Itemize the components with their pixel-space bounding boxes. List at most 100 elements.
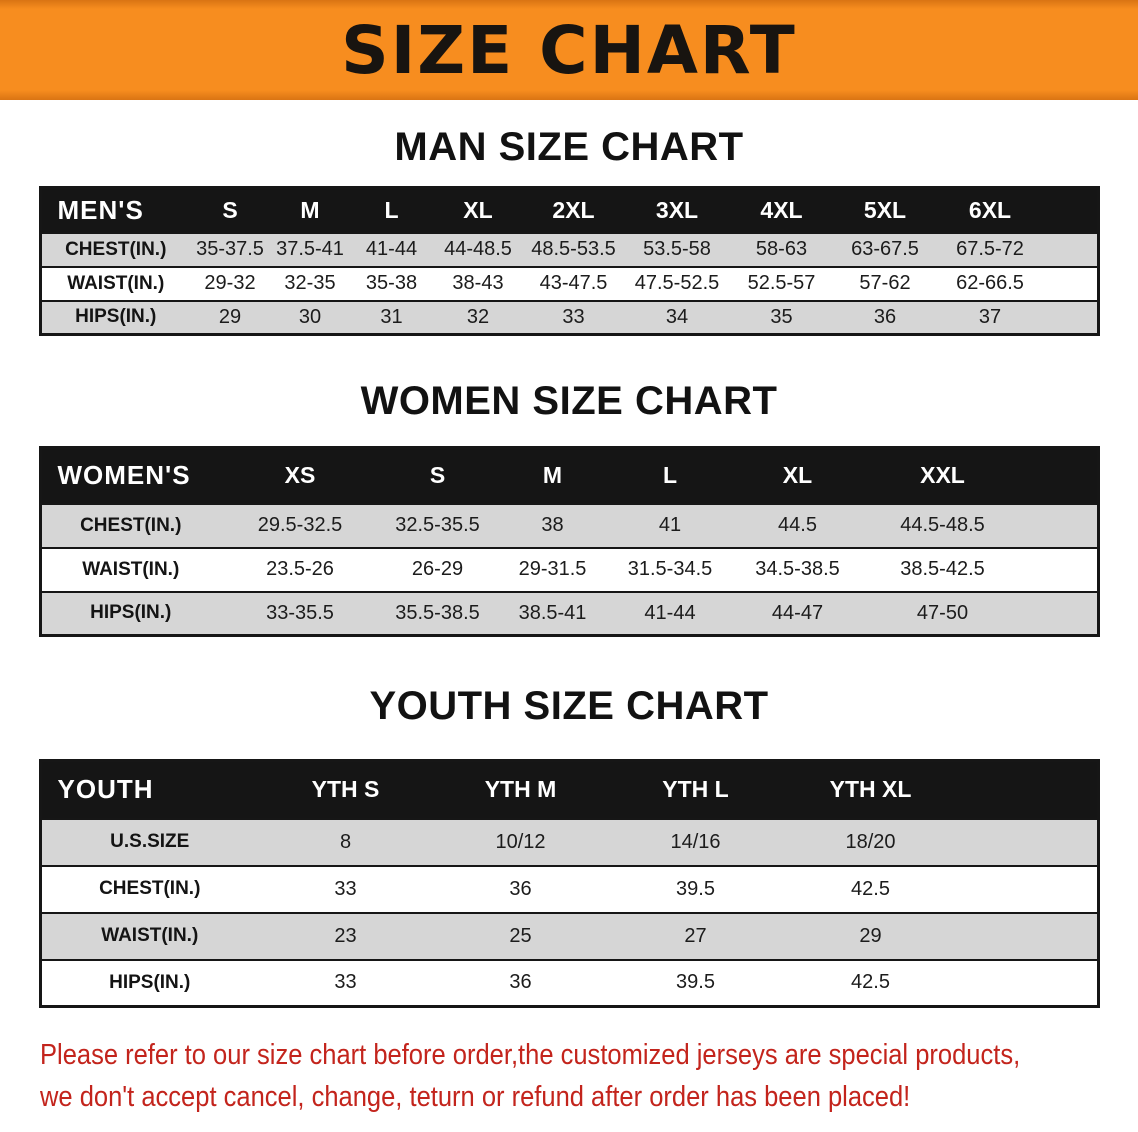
size-column-header: L <box>662 462 678 489</box>
table-row: WAIST(IN.) 23.5-26 26-29 29-31.5 31.5-34.5 34… <box>40 547 1098 592</box>
filler-cell <box>958 960 1098 1007</box>
filler-cell <box>1043 267 1098 301</box>
size-column-header: S <box>429 462 446 489</box>
size-value-cell: 44.5 <box>778 514 817 536</box>
size-value-cell: 47-50 <box>916 601 969 624</box>
size-column-header: XL <box>782 462 813 489</box>
mens-size-table: MEN'S S M L XL 2XL 3XL 4XL 5XL 6XL CHEST(IN.) 35-3… <box>38 186 1100 336</box>
table-corner-label: MEN'S <box>57 194 144 225</box>
size-value-cell: 62-66.5 <box>956 272 1024 294</box>
size-value-cell: 39.5 <box>676 971 715 994</box>
size-value-cell: 18/20 <box>845 830 896 853</box>
table-corner-label: WOMEN'S <box>57 460 191 491</box>
table-corner-label: YOUTH <box>57 774 154 805</box>
youth-section-heading: YOUTH SIZE CHART <box>369 684 769 728</box>
size-value-cell: 43-47.5 <box>539 272 608 294</box>
filler-cell <box>1020 448 1098 504</box>
size-column-header: M <box>300 196 320 223</box>
womens-size-table: WOMEN'S XS S M L XL XXL CHEST(IN.) 29.5-32.5 32.… <box>38 446 1100 637</box>
table-header-row: WOMEN'S XS S M L XL XXL <box>40 447 1098 504</box>
filler-cell <box>958 761 1098 819</box>
size-value-cell: 33 <box>562 305 585 328</box>
size-value-cell: 14/16 <box>670 830 721 853</box>
size-value-cell: 31 <box>380 305 403 328</box>
size-value-cell: 32-35 <box>284 272 336 294</box>
size-column-header: XL <box>463 196 493 223</box>
filler-cell <box>1043 301 1098 335</box>
disclaimer-line-1: Please refer to our size chart before or… <box>40 1039 1021 1071</box>
filler-cell <box>1043 233 1098 267</box>
size-value-cell: 33 <box>334 971 357 994</box>
size-value-cell: 23 <box>334 924 357 947</box>
filler-cell <box>958 913 1098 960</box>
size-column-header: YTH M <box>484 776 557 803</box>
table-row: CHEST(IN.) 35-37.5 37.5-41 41-44 44-48.5 48.5… <box>40 232 1098 267</box>
table-header-row: MEN'S S M L XL 2XL 3XL 4XL 5XL 6XL <box>40 187 1098 233</box>
size-value-cell: 53.5-58 <box>643 238 711 260</box>
row-label: CHEST(IN.) <box>99 878 201 899</box>
disclaimer-line-2: we don't accept cancel, change, teturn o… <box>40 1081 911 1113</box>
row-label: WAIST(IN.) <box>67 272 165 294</box>
size-value-cell: 41-44 <box>365 238 418 260</box>
row-label: HIPS(IN.) <box>109 971 191 993</box>
table-row: HIPS(IN.) 33 36 39.5 42.5 <box>40 959 1098 1007</box>
size-column-header: YTH S <box>311 776 380 803</box>
size-value-cell: 63-67.5 <box>851 238 919 260</box>
filler-cell <box>958 819 1098 866</box>
size-column-header: 2XL <box>552 196 595 223</box>
filler-cell <box>1020 592 1098 636</box>
row-label: U.S.SIZE <box>110 831 190 852</box>
table-row: WAIST(IN.) 23 25 27 29 <box>40 912 1098 960</box>
size-value-cell: 44-47 <box>771 601 824 624</box>
size-value-cell: 37 <box>978 305 1002 328</box>
size-value-cell: 47.5-52.5 <box>634 272 720 294</box>
size-value-cell: 30 <box>298 305 322 328</box>
table-row: U.S.SIZE 8 10/12 14/16 18/20 <box>40 818 1098 866</box>
table-row: WAIST(IN.) 29-32 32-35 35-38 38-43 43-47.5 47.… <box>40 266 1098 301</box>
row-label: WAIST(IN.) <box>101 925 199 946</box>
size-value-cell: 34 <box>665 305 689 328</box>
row-label: WAIST(IN.) <box>82 558 180 580</box>
size-value-cell: 27 <box>684 924 707 947</box>
disclaimer-text: Please refer to our size chart before or… <box>40 1034 1138 1118</box>
size-value-cell: 38-43 <box>452 272 504 294</box>
table-row: HIPS(IN.) 33-35.5 35.5-38.5 38.5-41 41-44 44-… <box>40 591 1098 636</box>
size-value-cell: 52.5-57 <box>747 272 816 294</box>
size-value-cell: 32.5-35.5 <box>395 514 480 536</box>
row-label: CHEST(IN.) <box>65 238 167 260</box>
table-row: HIPS(IN.) 29 30 31 32 33 34 35 36 37 <box>40 300 1098 335</box>
size-column-header: 5XL <box>863 196 907 223</box>
filler-cell <box>1020 548 1098 592</box>
size-value-cell: 44.5-48.5 <box>900 514 985 536</box>
size-value-cell: 26-29 <box>411 558 464 580</box>
size-value-cell: 35.5-38.5 <box>395 601 480 624</box>
size-value-cell: 29 <box>218 305 242 328</box>
table-row: CHEST(IN.) 33 36 39.5 42.5 <box>40 865 1098 913</box>
size-column-header: 4XL <box>760 196 803 223</box>
size-value-cell: 34.5-38.5 <box>755 558 840 580</box>
size-value-cell: 38.5-41 <box>518 601 587 624</box>
size-value-cell: 29-31.5 <box>518 558 587 580</box>
size-value-cell: 58-63 <box>755 238 808 260</box>
filler-cell <box>958 866 1098 913</box>
size-value-cell: 36 <box>873 305 897 328</box>
size-value-cell: 29-32 <box>204 272 256 294</box>
size-column-header: XXL <box>920 462 965 489</box>
size-value-cell: 39.5 <box>676 877 715 900</box>
size-value-cell: 31.5-34.5 <box>627 558 713 580</box>
size-value-cell: 35-38 <box>365 272 418 294</box>
size-column-header: M <box>542 462 563 489</box>
size-value-cell: 33 <box>334 877 357 900</box>
row-label: HIPS(IN.) <box>90 602 172 624</box>
size-value-cell: 36 <box>509 877 532 900</box>
size-column-header: 6XL <box>968 196 1012 223</box>
size-value-cell: 67.5-72 <box>956 238 1024 260</box>
size-chart-banner: SIZE CHART <box>0 0 1138 100</box>
size-value-cell: 37.5-41 <box>276 238 344 260</box>
size-value-cell: 41-44 <box>644 601 696 624</box>
size-value-cell: 38 <box>541 514 564 536</box>
women-section-heading: WOMEN SIZE CHART <box>360 379 778 423</box>
size-column-header: YTH L <box>662 776 729 803</box>
size-value-cell: 8 <box>339 830 352 853</box>
filler-cell <box>1043 188 1098 233</box>
